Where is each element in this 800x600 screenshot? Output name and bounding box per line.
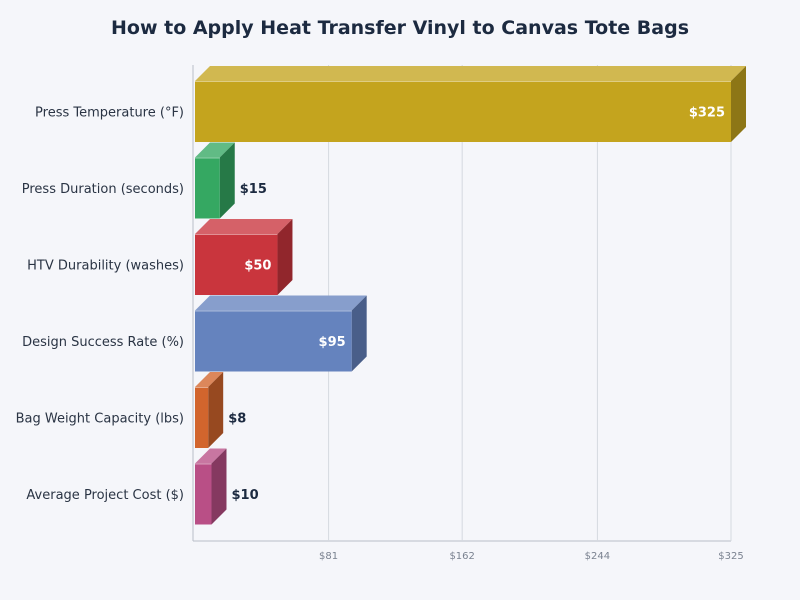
bar-top-face xyxy=(195,448,227,464)
chart-title: How to Apply Heat Transfer Vinyl to Canv… xyxy=(111,17,689,39)
bar-top-face xyxy=(195,372,224,387)
category-labels: Press Temperature (°F) Press Duration (se… xyxy=(16,106,184,504)
bar-side-face xyxy=(351,295,367,372)
category-label: Press Duration (seconds) xyxy=(22,182,184,197)
bar-side-face xyxy=(219,142,235,219)
bar-front-face xyxy=(195,463,212,525)
x-tick-label: $162 xyxy=(449,551,474,562)
bar-top-face xyxy=(195,142,235,158)
bar-front-face xyxy=(195,234,278,295)
x-tick-label: $81 xyxy=(319,551,338,562)
bar-press-temperature-f: $325 xyxy=(195,66,746,142)
category-label: Bag Weight Capacity (lbs) xyxy=(16,412,184,427)
x-tick-label: $244 xyxy=(585,551,610,562)
bar-average-project-cost: $10 xyxy=(195,448,259,525)
category-label: HTV Durability (washes) xyxy=(27,259,184,274)
category-label: Press Temperature (°F) xyxy=(35,106,184,121)
data-label: $8 xyxy=(228,412,246,427)
x-tick-labels: $81 $162 $244 $325 xyxy=(319,551,744,562)
bar-front-face xyxy=(195,81,731,142)
data-label: $15 xyxy=(240,182,267,197)
data-label: $325 xyxy=(689,106,725,121)
bar-front-face xyxy=(195,157,220,219)
data-label: $50 xyxy=(244,259,271,274)
x-tick-label: $325 xyxy=(718,551,743,562)
bar-front-face xyxy=(195,310,352,372)
data-label: $10 xyxy=(231,488,258,503)
bar-front-face xyxy=(195,387,209,448)
bar-top-face xyxy=(195,219,293,234)
bar-top-face xyxy=(195,66,746,81)
bar-design-success-rate: $95 xyxy=(195,295,367,372)
bar-side-face xyxy=(731,66,746,142)
bar-side-face xyxy=(211,448,227,525)
bar-press-duration-seconds: $15 xyxy=(195,142,267,219)
category-label: Design Success Rate (%) xyxy=(22,335,184,350)
bar-side-face xyxy=(277,219,293,295)
bar-side-face xyxy=(208,372,224,448)
bars: $325 $15 $50 $95 $8 $10 xyxy=(195,66,746,525)
bar-bag-weight-capacity-lbs: $8 xyxy=(195,372,246,448)
bar-top-face xyxy=(195,295,367,311)
bar-htv-durability-washes: $50 xyxy=(195,219,293,295)
data-label: $95 xyxy=(319,335,346,350)
category-label: Average Project Cost ($) xyxy=(26,488,184,503)
